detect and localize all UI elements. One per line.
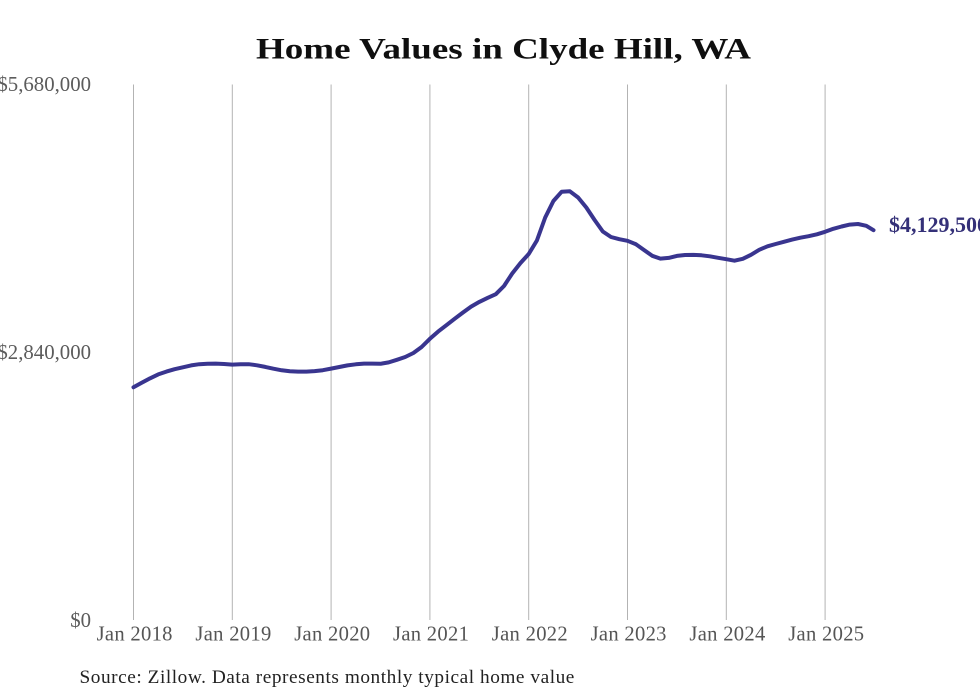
svg-text:Source: Zillow. Data represent: Source: Zillow. Data represents monthly … [80,667,575,688]
svg-text:Jan 2022: Jan 2022 [492,624,568,646]
svg-text:Jan 2024: Jan 2024 [689,624,765,646]
svg-text:Home Values in Clyde Hill, WA: Home Values in Clyde Hill, WA [256,33,751,66]
svg-text:$0: $0 [70,609,91,632]
svg-text:Jan 2021: Jan 2021 [393,624,469,646]
svg-text:Jan 2023: Jan 2023 [591,624,667,646]
svg-text:$2,840,000: $2,840,000 [0,341,91,364]
svg-text:Jan 2025: Jan 2025 [788,624,864,646]
svg-text:$5,680,000: $5,680,000 [0,73,91,96]
svg-text:$4,129,500: $4,129,500 [889,212,980,237]
svg-text:Jan 2018: Jan 2018 [97,624,173,646]
svg-text:Jan 2019: Jan 2019 [195,624,271,646]
svg-text:Jan 2020: Jan 2020 [294,624,370,646]
